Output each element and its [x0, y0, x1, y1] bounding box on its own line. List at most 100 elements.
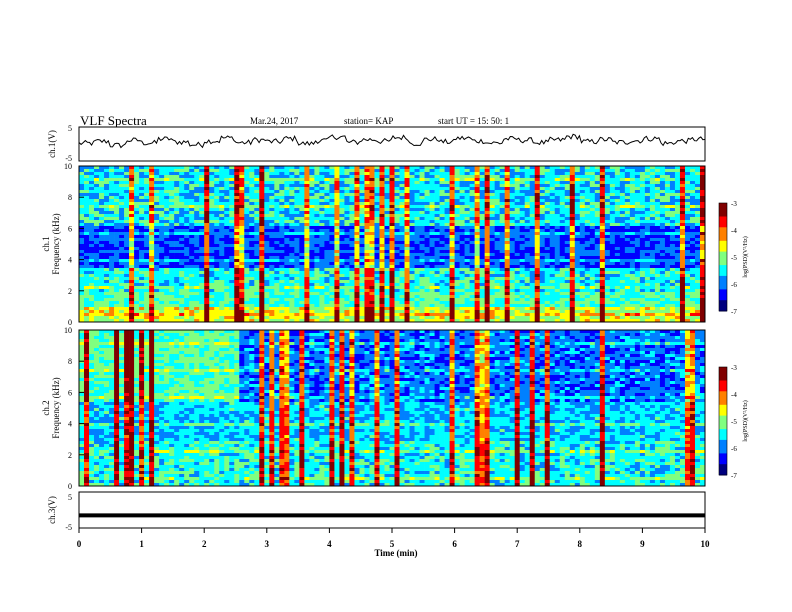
spectrogram-cell [529, 232, 536, 236]
spectrogram-cell [494, 259, 500, 263]
spectrogram-cell [649, 235, 656, 239]
spectrogram-cell [359, 226, 365, 230]
spectrogram-cell [259, 205, 265, 209]
spectrogram-cell [249, 226, 255, 230]
spectrogram-cell [654, 220, 661, 224]
spectrogram-cell [494, 175, 500, 179]
spectrogram-cell [179, 256, 185, 260]
spectrogram-cell [399, 271, 405, 275]
spectrogram-cell [604, 235, 611, 239]
spectrogram-cell [109, 226, 115, 230]
spectrogram-cell [134, 181, 140, 185]
spectrogram-cell [449, 271, 455, 275]
spectrogram-cell [569, 202, 576, 206]
spectrogram-cell [499, 277, 505, 281]
spectrogram-cell [539, 202, 546, 206]
spectrogram-cell [354, 187, 360, 191]
spectrogram-cell [519, 280, 526, 284]
spectrogram-cell [539, 232, 546, 236]
spectrogram-cell [199, 205, 205, 209]
spectrogram-cell [279, 187, 285, 191]
spectrogram-cell [374, 214, 380, 218]
spectrogram-cell [529, 247, 536, 251]
spectrogram-cell [404, 217, 410, 221]
spectrogram-cell [159, 169, 165, 173]
spectrogram-cell [274, 235, 280, 239]
spectrogram-cell [259, 235, 265, 239]
spectrogram-cell [539, 193, 546, 197]
spectrogram-cell [649, 238, 656, 242]
spectrogram-cell [689, 223, 696, 227]
spectrogram-cell [164, 259, 170, 263]
spectrogram-cell [594, 247, 601, 251]
spectrogram-cell [439, 202, 445, 206]
spectrogram-cell [274, 262, 280, 266]
spectrogram-cell [359, 196, 365, 200]
spectrogram-cell [679, 280, 686, 284]
spectrogram-cell [434, 187, 440, 191]
spectrogram-cell [564, 187, 571, 191]
spectrogram-cell [544, 178, 551, 182]
spectrogram-cell [549, 271, 556, 275]
spectrogram-cell [419, 226, 425, 230]
spectrogram-cell [109, 169, 115, 173]
spectrogram-cell [214, 205, 220, 209]
spectrogram-cell [624, 235, 631, 239]
spectrogram-cell [349, 202, 355, 206]
spectrogram-cell [169, 274, 175, 278]
spectrogram-cell [664, 271, 671, 275]
spectrogram-cell [529, 187, 536, 191]
spectrogram-cell [234, 268, 240, 272]
spectrogram-cell [189, 190, 195, 194]
spectrogram-cell [574, 256, 581, 260]
spectrogram-cell [219, 166, 225, 170]
spectrogram-cell [124, 211, 130, 215]
spectrogram-cell [509, 235, 515, 239]
spectrogram-cell [79, 166, 85, 170]
spectrogram-cell [189, 226, 195, 230]
spectrogram-cell [549, 274, 556, 278]
spectrogram-cell [534, 253, 541, 257]
spectrogram-cell [99, 205, 105, 209]
spectrogram-cell [489, 274, 495, 278]
spectrogram-cell [534, 202, 541, 206]
spectrogram-cell [459, 274, 465, 278]
spectrogram-cell [444, 205, 450, 209]
spectrogram-cell [524, 235, 531, 239]
spectrogram-cell [494, 181, 500, 185]
spectrogram-cell [554, 268, 561, 272]
spectrogram-cell [674, 214, 681, 218]
spectrogram-cell [279, 202, 285, 206]
spectrogram-cell [324, 175, 330, 179]
spectrogram-cell [209, 232, 215, 236]
spectrogram-cell [244, 205, 250, 209]
spectrogram-cell [314, 166, 320, 170]
spectrogram-cell [669, 202, 676, 206]
spectrogram-cell [149, 166, 155, 170]
spectrogram-cell [664, 247, 671, 251]
spectrogram-cell [489, 166, 495, 170]
spectrogram-cell [369, 250, 375, 254]
spectrogram-cell [239, 226, 245, 230]
spectrogram-cell [419, 280, 425, 284]
spectrogram-cell [469, 277, 475, 281]
spectrogram-cell [594, 274, 601, 278]
spectrogram-cell [119, 262, 125, 266]
spectrogram-cell [654, 271, 661, 275]
spectrogram-cell [109, 184, 115, 188]
spectrogram-cell [584, 178, 591, 182]
spectrogram-cell [284, 190, 290, 194]
spectrogram-cell [404, 250, 410, 254]
spectrogram-cell [469, 256, 475, 260]
spectrogram-cell [414, 232, 420, 236]
spectrogram-cell [309, 253, 315, 257]
spectrogram-cell [154, 244, 160, 248]
spectrogram-cell [479, 223, 485, 227]
spectrogram-cell [539, 259, 546, 263]
spectrogram-cell [219, 238, 225, 242]
spectrogram-cell [109, 196, 115, 200]
spectrogram-cell [439, 247, 445, 251]
spectrogram-cell [399, 214, 405, 218]
spectrogram-cell [234, 169, 240, 173]
spectrogram-cell [174, 169, 180, 173]
